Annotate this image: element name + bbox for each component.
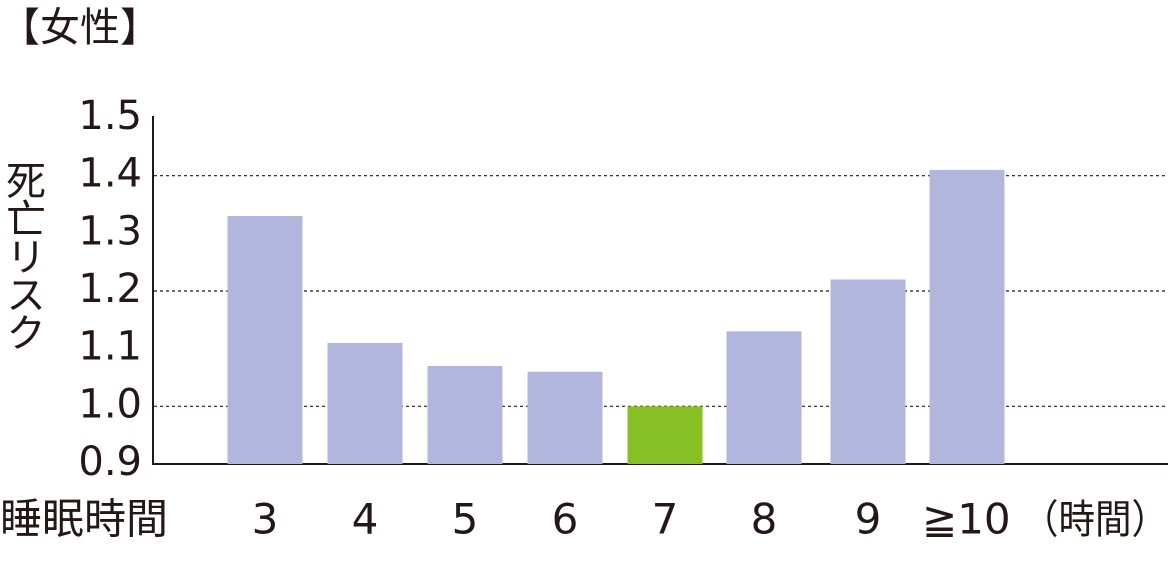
y-tick-label: 1.2 xyxy=(78,266,142,312)
chart-title: 【女性】 xyxy=(0,5,160,51)
y-tick-label: 1.0 xyxy=(78,381,142,427)
x-tick-label: 3 xyxy=(252,495,279,544)
x-tick-label: 5 xyxy=(452,495,479,544)
bar xyxy=(527,371,603,464)
bar xyxy=(227,216,303,464)
y-tick-label: 1.5 xyxy=(78,93,142,139)
bar xyxy=(929,169,1005,464)
bar xyxy=(427,365,503,464)
y-tick-label: 1.1 xyxy=(78,324,142,370)
x-unit: （時間） xyxy=(1022,497,1168,543)
x-tick-label: 9 xyxy=(855,495,882,544)
x-tick-label: 8 xyxy=(751,495,778,544)
y-tick-label: 1.4 xyxy=(78,151,142,197)
x-tick-label: ≧10 xyxy=(922,495,1011,544)
x-tick-label: 6 xyxy=(552,495,579,544)
bar xyxy=(627,406,703,464)
x-axis-label: 睡眠時間 xyxy=(0,495,168,544)
x-tick-label: 4 xyxy=(352,495,379,544)
bar xyxy=(327,342,403,464)
x-tick-label: 7 xyxy=(652,495,679,544)
bar xyxy=(830,279,906,464)
y-tick-label: 1.3 xyxy=(78,208,142,254)
y-tick-label: 0.9 xyxy=(78,439,142,485)
bar xyxy=(726,331,802,464)
y-axis-label: 死亡リスク xyxy=(0,160,45,350)
